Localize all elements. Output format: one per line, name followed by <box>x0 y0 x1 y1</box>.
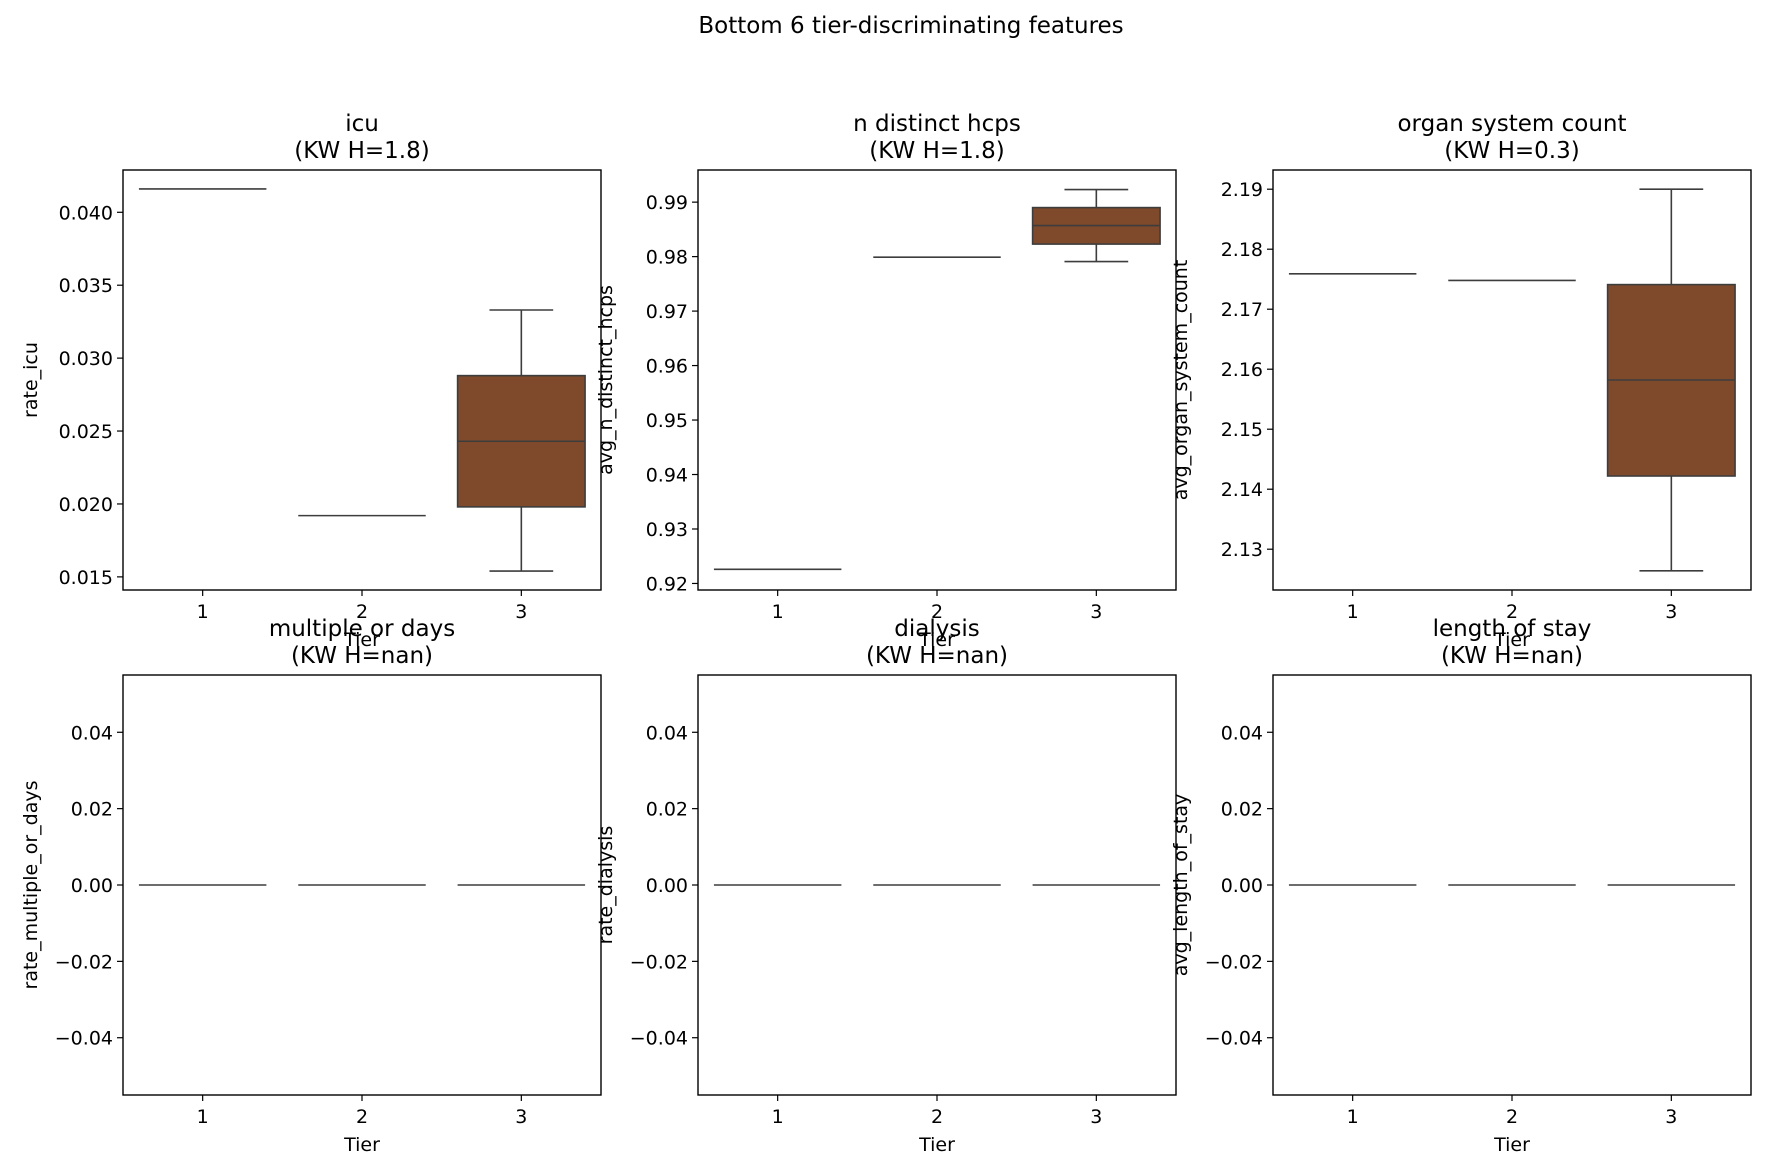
y-tick-label: 0.00 <box>71 875 113 897</box>
y-tick-label: 0.97 <box>646 301 688 323</box>
y-tick-label: 0.02 <box>646 799 688 821</box>
panel-title: n distinct hcps <box>853 111 1021 137</box>
y-tick-label: 0.02 <box>71 799 113 821</box>
y-tick-label: 0.92 <box>646 573 688 595</box>
panel-title: length of stay <box>1433 616 1592 642</box>
y-tick-label: 0.030 <box>59 348 113 370</box>
x-tick-label: 2 <box>356 1106 368 1128</box>
x-axis-label: Tier <box>343 629 380 651</box>
x-tick-label: 3 <box>1090 601 1102 623</box>
y-tick-label: 2.15 <box>1221 419 1263 441</box>
panel-subtitle: (KW H=nan) <box>1441 643 1583 669</box>
y-axis-label: avg_length_of_stay <box>1170 794 1192 977</box>
x-tick-label: 2 <box>356 601 368 623</box>
y-axis-label: rate_icu <box>20 342 42 418</box>
panel-title: multiple or days <box>269 616 455 642</box>
x-axis-label: Tier <box>1493 629 1530 651</box>
y-tick-label: 0.02 <box>1221 799 1263 821</box>
x-axis-label: Tier <box>918 629 955 651</box>
y-axis-label: avg_organ_system_count <box>1170 260 1192 501</box>
panel-subtitle: (KW H=1.8) <box>294 138 429 164</box>
y-tick-label: 0.95 <box>646 410 688 432</box>
figure-suptitle: Bottom 6 tier-discriminating features <box>698 13 1123 39</box>
y-tick-label: 0.015 <box>59 567 113 589</box>
panel-subtitle: (KW H=nan) <box>866 643 1008 669</box>
panel-title: icu <box>345 111 379 137</box>
y-tick-label: 0.98 <box>646 247 688 269</box>
x-tick-label: 3 <box>515 601 527 623</box>
y-tick-label: −0.04 <box>55 1028 113 1050</box>
y-tick-label: 0.04 <box>71 722 113 744</box>
y-axis-label: rate_multiple_or_days <box>20 781 42 990</box>
x-tick-label: 1 <box>772 601 784 623</box>
x-tick-label: 3 <box>1665 1106 1677 1128</box>
y-tick-label: 0.00 <box>1221 875 1263 897</box>
y-axis-label: rate_dialysis <box>595 826 617 945</box>
panel-subtitle: (KW H=nan) <box>291 643 433 669</box>
y-tick-label: 0.040 <box>59 202 113 224</box>
y-tick-label: 2.14 <box>1221 479 1263 501</box>
y-tick-label: 0.04 <box>646 722 688 744</box>
y-tick-label: 0.93 <box>646 519 688 541</box>
x-tick-label: 1 <box>772 1106 784 1128</box>
y-tick-label: 0.035 <box>59 275 113 297</box>
y-tick-label: 0.025 <box>59 421 113 443</box>
y-tick-label: −0.02 <box>55 951 113 973</box>
y-tick-label: 0.04 <box>1221 722 1263 744</box>
x-tick-label: 2 <box>1506 601 1518 623</box>
y-tick-label: 2.18 <box>1221 239 1263 261</box>
y-tick-label: −0.02 <box>630 951 688 973</box>
x-tick-label: 2 <box>931 1106 943 1128</box>
y-tick-label: 0.94 <box>646 465 688 487</box>
y-tick-label: −0.02 <box>1205 951 1263 973</box>
x-axis-label: Tier <box>918 1134 955 1156</box>
y-tick-label: 2.19 <box>1221 179 1263 201</box>
y-tick-label: −0.04 <box>630 1028 688 1050</box>
x-tick-label: 1 <box>1347 601 1359 623</box>
y-tick-label: 0.96 <box>646 356 688 378</box>
y-tick-label: 2.16 <box>1221 359 1263 381</box>
x-tick-label: 2 <box>931 601 943 623</box>
y-tick-label: 2.13 <box>1221 539 1263 561</box>
y-tick-label: 0.020 <box>59 494 113 516</box>
x-tick-label: 3 <box>1665 601 1677 623</box>
y-tick-label: 0.00 <box>646 875 688 897</box>
x-tick-label: 3 <box>1090 1106 1102 1128</box>
x-axis-label: Tier <box>1493 1134 1530 1156</box>
x-tick-label: 1 <box>197 601 209 623</box>
x-tick-label: 1 <box>197 1106 209 1128</box>
panel-title: dialysis <box>894 616 979 642</box>
x-tick-label: 1 <box>1347 1106 1359 1128</box>
x-tick-label: 2 <box>1506 1106 1518 1128</box>
panel-subtitle: (KW H=1.8) <box>869 138 1004 164</box>
x-tick-label: 3 <box>515 1106 527 1128</box>
y-tick-label: 2.17 <box>1221 299 1263 321</box>
y-tick-label: 0.99 <box>646 192 688 214</box>
panel-title: organ system count <box>1397 111 1626 137</box>
y-tick-label: −0.04 <box>1205 1028 1263 1050</box>
y-axis-label: avg_n_distinct_hcps <box>595 285 617 475</box>
panel-subtitle: (KW H=0.3) <box>1444 138 1579 164</box>
x-axis-label: Tier <box>343 1134 380 1156</box>
